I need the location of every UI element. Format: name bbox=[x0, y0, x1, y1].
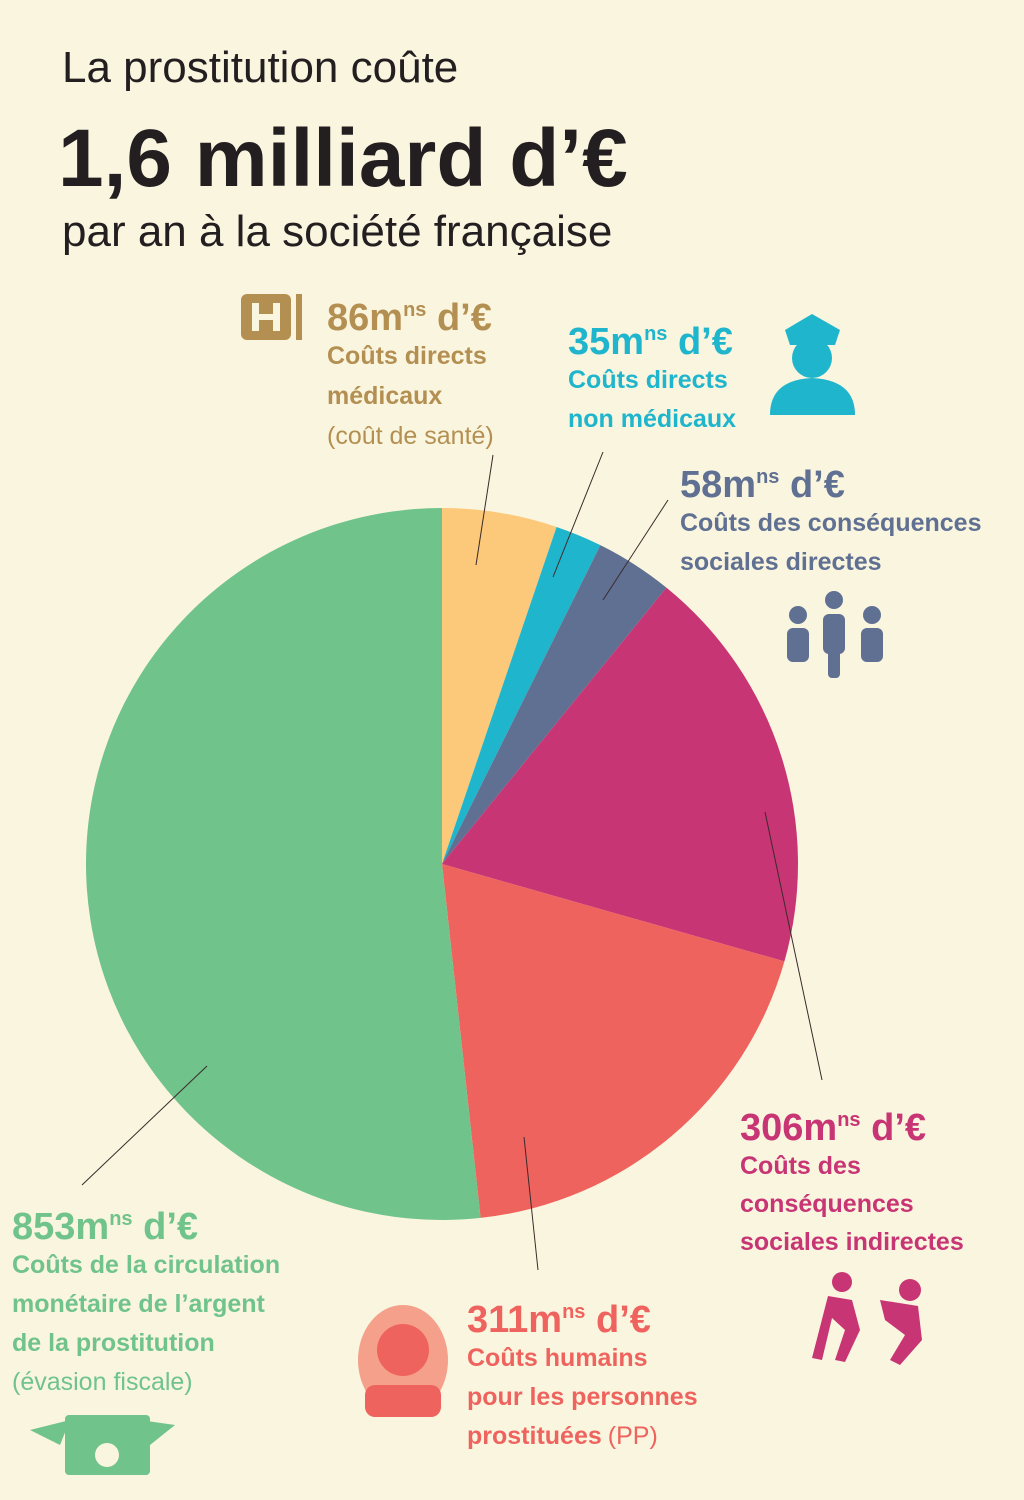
value-number: 58m bbox=[680, 464, 756, 506]
description: conséquences bbox=[740, 1190, 914, 1218]
note: (PP) bbox=[608, 1422, 658, 1450]
note: (coût de santé) bbox=[327, 422, 494, 450]
description: prostituées (PP) bbox=[467, 1422, 658, 1450]
value-label: 35mns d’€ bbox=[568, 321, 733, 363]
hospital-icon bbox=[241, 294, 302, 340]
pie-slice bbox=[442, 587, 798, 962]
chart-title: La prostitution coûte bbox=[62, 43, 458, 92]
description-line: Coûts des conséquences bbox=[680, 509, 981, 537]
value-unit-sup: ns bbox=[644, 323, 667, 345]
description: Coûts humains bbox=[467, 1344, 648, 1372]
value-label: 58mns d’€ bbox=[680, 464, 845, 506]
police-icon bbox=[770, 314, 855, 415]
value-unit: d’€ bbox=[667, 321, 732, 363]
description-line: non médicaux bbox=[568, 405, 736, 433]
leader-line bbox=[81, 1065, 208, 1186]
description: Coûts des bbox=[740, 1152, 861, 1180]
description: Coûts de la circulation bbox=[12, 1251, 280, 1279]
description-line: Coûts directs bbox=[327, 342, 487, 370]
description-line: Coûts directs bbox=[568, 366, 728, 394]
description-line: Coûts humains bbox=[467, 1344, 648, 1372]
description: de la prostitution bbox=[12, 1329, 215, 1357]
description-line: de la prostitution bbox=[12, 1329, 215, 1357]
value-number: 311m bbox=[467, 1299, 562, 1341]
leader-line bbox=[523, 1136, 539, 1271]
description: Coûts des conséquences bbox=[680, 509, 981, 537]
pie-slice bbox=[442, 864, 785, 1218]
headline: 1,6 milliard d’€ bbox=[58, 113, 628, 204]
value-number: 35m bbox=[568, 321, 644, 363]
description-line: conséquences bbox=[740, 1190, 914, 1218]
value-number: 853m bbox=[12, 1206, 109, 1248]
description-line: Coûts des bbox=[740, 1152, 861, 1180]
pie-slice bbox=[442, 545, 667, 864]
value-unit-sup: ns bbox=[109, 1208, 132, 1230]
value-number: 306m bbox=[740, 1107, 837, 1149]
fight-icon bbox=[812, 1272, 922, 1365]
description: Coûts directs bbox=[327, 342, 487, 370]
leader-line bbox=[764, 811, 823, 1081]
value-label: 306mns d’€ bbox=[740, 1107, 926, 1149]
description-line: prostituées bbox=[467, 1422, 602, 1450]
description: pour les personnes bbox=[467, 1383, 698, 1411]
pie-slice bbox=[442, 526, 601, 864]
value-unit: d’€ bbox=[779, 464, 844, 506]
description: sociales indirectes bbox=[740, 1228, 964, 1256]
description-line: pour les personnes bbox=[467, 1383, 698, 1411]
description: non médicaux bbox=[568, 405, 736, 433]
subtitle: par an à la société française bbox=[62, 207, 612, 256]
value-unit: d’€ bbox=[133, 1206, 198, 1248]
people-icon bbox=[787, 591, 883, 678]
value-unit-sup: ns bbox=[562, 1301, 585, 1323]
description: sociales directes bbox=[680, 548, 882, 576]
pie-slice bbox=[86, 508, 481, 1220]
value-unit-sup: ns bbox=[403, 299, 426, 321]
description: Coûts directs bbox=[568, 366, 728, 394]
description-line: médicaux bbox=[327, 382, 442, 410]
description: médicaux bbox=[327, 382, 442, 410]
leader-line bbox=[602, 499, 669, 601]
description-line: sociales directes bbox=[680, 548, 882, 576]
value-unit: d’€ bbox=[861, 1107, 926, 1149]
value-label: 853mns d’€ bbox=[12, 1206, 198, 1248]
woman-icon bbox=[358, 1305, 448, 1417]
value-unit: d’€ bbox=[585, 1299, 650, 1341]
note: (évasion fiscale) bbox=[12, 1368, 193, 1396]
description-line: sociales indirectes bbox=[740, 1228, 964, 1256]
value-unit-sup: ns bbox=[837, 1109, 860, 1131]
description-line: Coûts de la circulation bbox=[12, 1251, 280, 1279]
value-unit: d’€ bbox=[426, 297, 491, 339]
description-line: monétaire de l’argent bbox=[12, 1290, 266, 1318]
leader-line bbox=[552, 451, 604, 578]
value-unit-sup: ns bbox=[756, 466, 779, 488]
value-number: 86m bbox=[327, 297, 403, 339]
money-icon bbox=[30, 1415, 175, 1475]
value-label: 311mns d’€ bbox=[467, 1299, 651, 1341]
description: monétaire de l’argent bbox=[12, 1290, 266, 1318]
leader-line bbox=[475, 454, 494, 566]
value-label: 86mns d’€ bbox=[327, 297, 492, 339]
pie-slice bbox=[442, 508, 557, 864]
